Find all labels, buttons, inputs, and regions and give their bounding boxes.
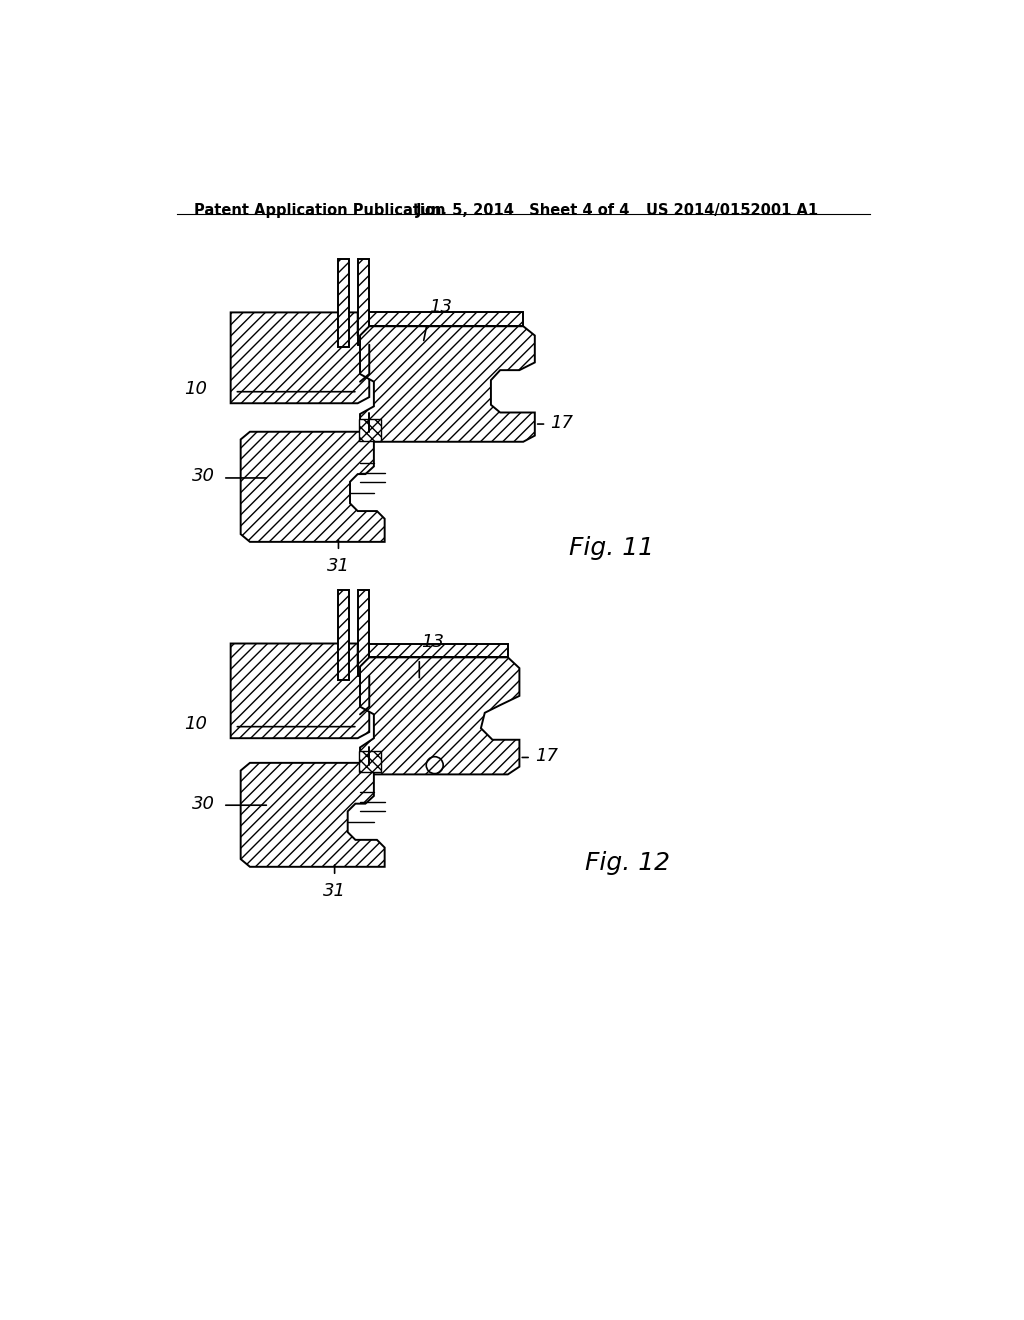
Polygon shape	[360, 657, 519, 775]
Text: Fig. 11: Fig. 11	[569, 536, 654, 560]
Polygon shape	[360, 326, 535, 442]
Polygon shape	[358, 259, 370, 345]
Text: 31: 31	[324, 882, 346, 900]
Polygon shape	[339, 259, 349, 347]
Polygon shape	[359, 420, 381, 441]
Text: Fig. 12: Fig. 12	[585, 851, 670, 875]
Text: 10: 10	[184, 380, 208, 399]
Polygon shape	[339, 590, 349, 681]
Text: Jun. 5, 2014   Sheet 4 of 4: Jun. 5, 2014 Sheet 4 of 4	[416, 203, 630, 218]
Polygon shape	[241, 432, 385, 543]
Polygon shape	[370, 644, 508, 657]
Text: 10: 10	[184, 715, 208, 734]
Text: Patent Application Publication: Patent Application Publication	[195, 203, 446, 218]
Text: 30: 30	[193, 795, 215, 813]
Polygon shape	[241, 763, 385, 867]
Polygon shape	[230, 313, 370, 404]
Polygon shape	[370, 313, 523, 326]
Text: 13: 13	[422, 634, 444, 651]
Text: 31: 31	[327, 557, 350, 576]
Text: 30: 30	[193, 467, 215, 486]
Polygon shape	[359, 751, 381, 772]
Text: 17: 17	[535, 747, 558, 764]
Text: 13: 13	[429, 298, 453, 317]
Text: US 2014/0152001 A1: US 2014/0152001 A1	[646, 203, 818, 218]
Text: 17: 17	[550, 413, 573, 432]
Polygon shape	[358, 590, 370, 676]
Polygon shape	[230, 644, 370, 738]
